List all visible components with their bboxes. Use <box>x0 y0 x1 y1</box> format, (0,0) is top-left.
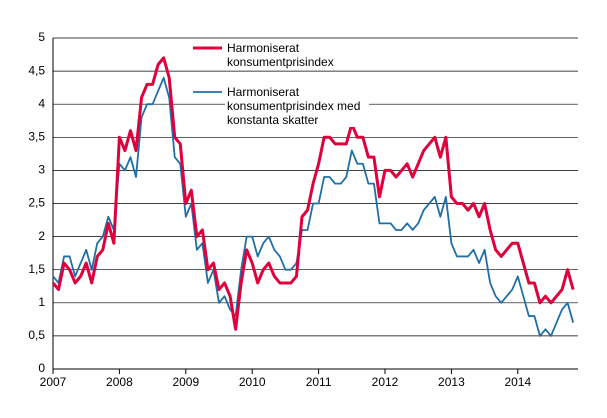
y-tick-label: 3,5 <box>28 129 45 143</box>
x-tick-label: 2009 <box>172 375 199 389</box>
y-tick-label: 3 <box>38 163 45 177</box>
series-line <box>51 56 575 331</box>
y-tick-label: 4 <box>38 96 45 110</box>
x-tick-label: 2011 <box>306 375 332 389</box>
y-tick-label: 0,5 <box>28 328 45 342</box>
y-tick-label: 4,5 <box>28 63 45 77</box>
x-tick-label: 2007 <box>40 375 67 389</box>
y-tick-label: 5 <box>38 30 45 44</box>
x-tick-label: 2013 <box>438 375 465 389</box>
x-tick-label: 2014 <box>504 375 531 389</box>
y-tick-label: 1,5 <box>28 262 45 276</box>
x-tick-label: 2008 <box>106 375 133 389</box>
y-tick-label: 2,5 <box>28 196 45 210</box>
legend-label: Harmoniserat konsumentprisindex <box>225 41 369 69</box>
x-tick-label: 2012 <box>372 375 399 389</box>
series-line <box>52 76 574 337</box>
y-tick-label: 0 <box>38 361 45 375</box>
y-tick-label: 2 <box>38 229 45 243</box>
legend-label: Harmoniserat konsumentprisindex med kons… <box>225 85 369 127</box>
y-tick-label: 1 <box>38 295 45 309</box>
x-tick-label: 2010 <box>239 375 266 389</box>
